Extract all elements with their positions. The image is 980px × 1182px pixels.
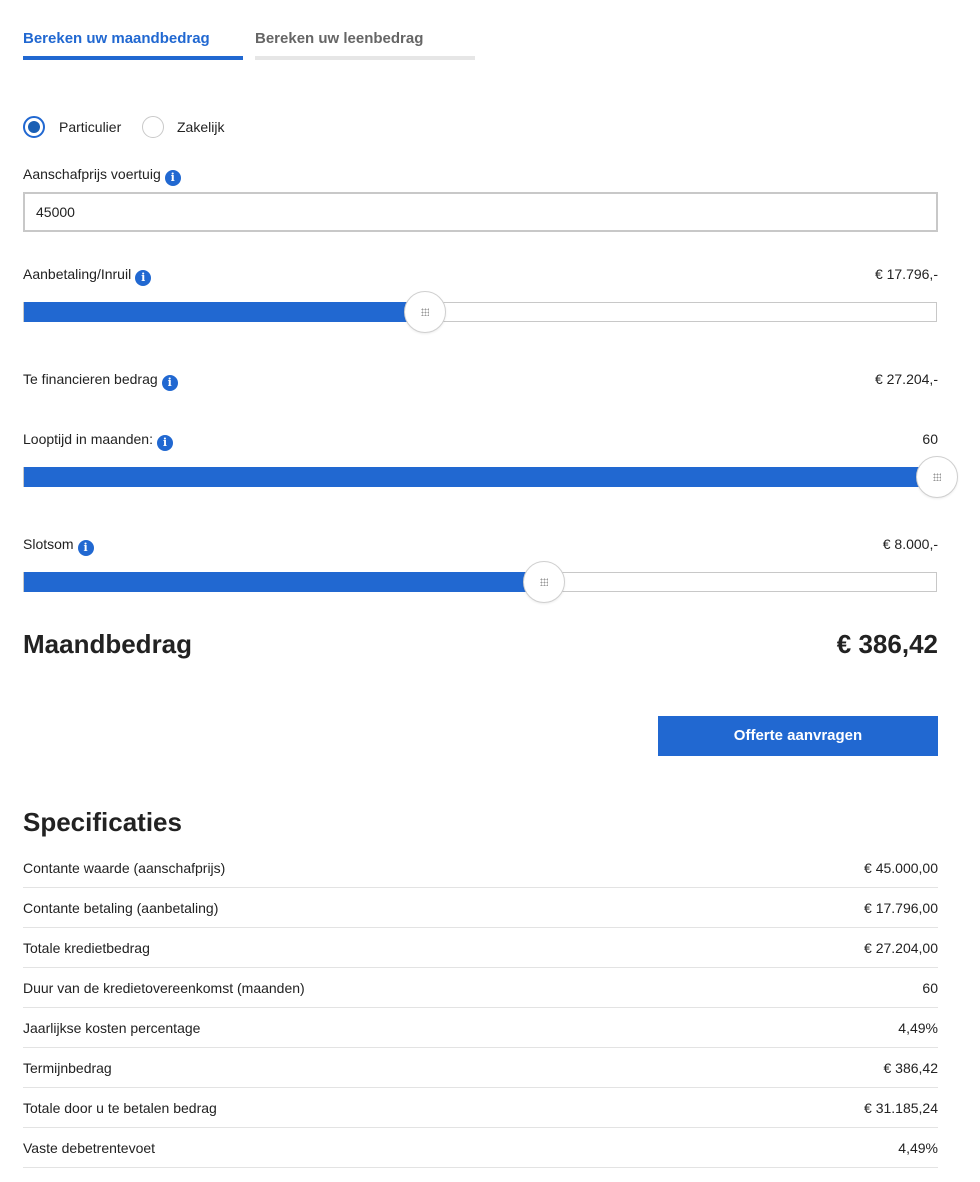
grip-icon bbox=[933, 473, 941, 481]
down-payment-label: Aanbetaling/Inruil bbox=[23, 266, 132, 282]
spec-value: € 31.185,24 bbox=[864, 1100, 938, 1116]
spec-row: Contante betaling (aanbetaling) € 17.796,… bbox=[23, 888, 938, 928]
info-icon[interactable]: i bbox=[77, 540, 94, 556]
purchase-price-label-row: Aanschafprijs voertuig i bbox=[23, 166, 181, 186]
term-slider[interactable] bbox=[23, 467, 938, 487]
radio-zakelijk-label: Zakelijk bbox=[177, 119, 225, 135]
final-payment-label-row: Slotsom i bbox=[23, 536, 94, 556]
down-payment-value: € 17.796,- bbox=[874, 266, 938, 282]
info-icon[interactable]: i bbox=[157, 435, 173, 451]
down-payment-slider-fill bbox=[24, 302, 426, 322]
spec-row: Contante waarde (aanschafprijs) € 45.000,… bbox=[23, 848, 938, 888]
tab-loan-amount[interactable]: Bereken uw leenbedrag bbox=[255, 30, 424, 47]
spec-label: Duur van de kredietovereenkomst (maanden… bbox=[23, 980, 305, 996]
term-label-row: Looptijd in maanden: i bbox=[23, 431, 173, 451]
final-payment-label: Slotsom bbox=[23, 536, 74, 552]
purchase-price-input[interactable] bbox=[23, 192, 938, 232]
final-payment-value: € 8.000,- bbox=[882, 536, 938, 552]
tab-inactive-indicator bbox=[255, 56, 475, 60]
radio-particulier-label: Particulier bbox=[59, 119, 122, 135]
request-quote-button[interactable]: Offerte aanvragen bbox=[658, 716, 938, 756]
info-icon[interactable]: i bbox=[164, 170, 181, 186]
info-icon[interactable]: i bbox=[135, 270, 152, 286]
spec-label: Jaarlijkse kosten percentage bbox=[23, 1020, 201, 1036]
spec-label: Totale kredietbedrag bbox=[23, 940, 150, 956]
spec-row: Totale door u te betalen bedrag € 31.185,… bbox=[23, 1088, 938, 1128]
tab-monthly-amount[interactable]: Bereken uw maandbedrag bbox=[23, 30, 210, 47]
grip-icon bbox=[421, 308, 429, 316]
spec-label: Vaste debetrentevoet bbox=[23, 1140, 156, 1156]
spec-row: Totale kredietbedrag € 27.204,00 bbox=[23, 928, 938, 968]
spec-label: Totale door u te betalen bedrag bbox=[23, 1100, 217, 1116]
spec-row: Termijnbedrag € 386,42 bbox=[23, 1048, 938, 1088]
spec-row: Duur van de kredietovereenkomst (maanden… bbox=[23, 968, 938, 1008]
final-payment-slider[interactable] bbox=[23, 572, 937, 592]
purchase-price-label: Aanschafprijs voertuig bbox=[23, 166, 161, 182]
financed-amount-value: € 27.204,- bbox=[874, 371, 938, 387]
term-label: Looptijd in maanden: bbox=[23, 431, 153, 447]
grip-icon bbox=[540, 578, 548, 586]
info-icon[interactable]: i bbox=[161, 375, 178, 391]
radio-particulier[interactable] bbox=[23, 116, 45, 138]
final-payment-slider-handle[interactable] bbox=[523, 561, 565, 603]
spec-value: € 27.204,00 bbox=[864, 940, 938, 956]
spec-label: Contante waarde (aanschafprijs) bbox=[23, 860, 226, 876]
financed-amount-label: Te financieren bedrag bbox=[23, 371, 158, 387]
term-value: 60 bbox=[922, 431, 938, 447]
spec-value: € 17.796,00 bbox=[864, 900, 938, 916]
spec-value: € 386,42 bbox=[883, 1060, 939, 1076]
financed-amount-label-row: Te financieren bedrag i bbox=[23, 371, 178, 391]
spec-label: Termijnbedrag bbox=[23, 1060, 112, 1076]
spec-value: 4,49% bbox=[898, 1140, 938, 1156]
radio-zakelijk[interactable] bbox=[142, 116, 164, 138]
spec-value: 60 bbox=[922, 980, 938, 996]
spec-row: Vaste debetrentevoet 4,49% bbox=[23, 1128, 938, 1168]
monthly-label: Maandbedrag bbox=[23, 629, 193, 659]
monthly-amount: € 386,42 bbox=[836, 629, 938, 659]
term-slider-fill bbox=[24, 467, 938, 487]
spec-row: Jaarlijkse kosten percentage 4,49% bbox=[23, 1008, 938, 1048]
down-payment-slider-handle[interactable] bbox=[404, 291, 446, 333]
spec-value: 4,49% bbox=[898, 1020, 938, 1036]
tab-active-indicator bbox=[23, 56, 243, 60]
down-payment-label-row: Aanbetaling/Inruil i bbox=[23, 266, 152, 286]
spec-value: € 45.000,00 bbox=[864, 860, 938, 876]
final-payment-slider-fill bbox=[24, 572, 545, 592]
term-slider-handle[interactable] bbox=[916, 456, 958, 498]
specs-title: Specificaties bbox=[23, 807, 182, 837]
down-payment-slider[interactable] bbox=[23, 302, 937, 322]
spec-label: Contante betaling (aanbetaling) bbox=[23, 900, 219, 916]
